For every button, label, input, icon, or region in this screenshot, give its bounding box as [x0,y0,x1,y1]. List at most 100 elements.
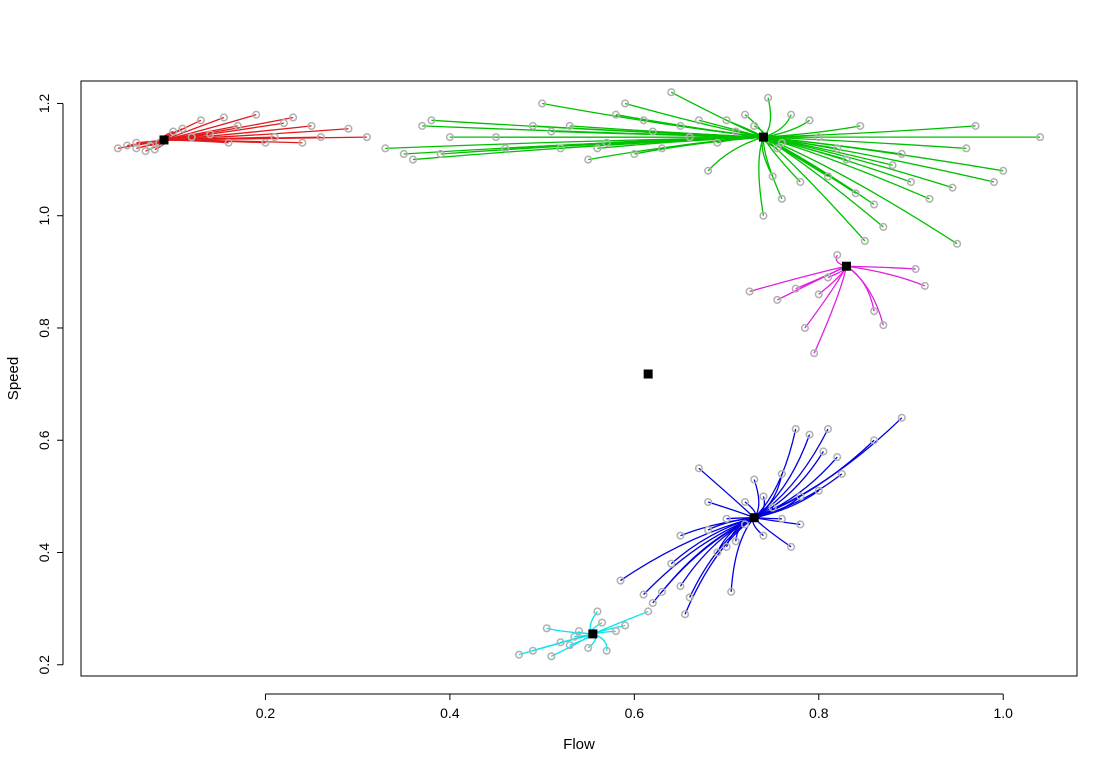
data-point [187,133,196,142]
data-point [574,627,584,636]
data-point [639,590,648,599]
data-point [727,587,736,596]
data-point [233,121,242,130]
tree-branch [813,266,848,354]
data-point [676,582,685,591]
data-point [657,144,667,153]
x-tick-label: 0.6 [625,705,645,721]
tree-branch [163,139,303,144]
data-point [870,307,879,316]
data-point [547,127,556,136]
data-point [833,250,842,260]
data-point [971,121,980,130]
data-point [436,149,445,159]
data-point [639,116,648,125]
data-point [791,284,800,293]
data-point [676,121,685,130]
plot-frame [80,80,1078,677]
data-point [759,531,768,540]
tree-branch [763,136,866,242]
x-tick-label: 1.0 [993,705,1013,721]
data-point [685,593,694,602]
data-point [279,119,288,128]
data-point [999,166,1008,175]
data-point [777,138,786,147]
data-point [791,424,800,434]
y-tick-label: 0.4 [36,543,52,563]
data-point [132,138,141,147]
data-point [740,497,750,507]
data-point [796,520,805,529]
data-point [777,469,786,478]
tree-branch [846,265,884,326]
data-point [740,110,750,119]
cluster-center-marker [159,135,169,145]
data-point [796,492,805,501]
data-point [593,144,602,153]
data-point [621,99,630,108]
data-point [528,646,537,655]
data-point [598,618,607,627]
data-point [491,133,501,142]
data-point [704,166,713,175]
tree-branch [749,265,847,293]
data-point [584,155,593,164]
data-point [823,424,833,434]
data-point [856,121,865,130]
data-point [764,93,773,102]
cluster-center-marker [588,629,598,639]
data-point [408,155,418,164]
data-point [381,144,390,153]
data-point [750,121,759,130]
cluster-center-marker [758,132,768,142]
data-point [833,144,842,153]
x-axis-title: Flow [563,736,595,753]
data-point [252,110,261,119]
data-point [630,149,639,159]
axes-layer: 0.2 0.4 0.6 0.8 1.0 0.2 0.4 0.6 0.8 1.0 1.2 [36,94,1013,721]
data-point [823,273,833,282]
data-point [362,133,371,142]
data-point [289,113,298,122]
data-point [344,124,353,133]
tree-branch [753,428,797,519]
data-point [270,133,279,142]
data-point [602,138,611,147]
data-point [427,116,436,125]
data-point [773,295,782,304]
data-point [745,287,754,296]
tree-branch [763,125,976,138]
data-point [565,641,574,650]
tree-branch [753,451,824,519]
data-point [823,172,833,181]
data-point [731,127,740,136]
data-point [897,149,906,159]
data-point [800,323,809,333]
data-point [740,520,750,529]
tree-branch [763,136,995,183]
y-tick-label: 1.0 [36,206,52,226]
data-point [837,469,846,478]
data-point [219,113,228,122]
tree-branch [763,136,967,150]
data-point [704,526,713,535]
data-point [814,133,823,142]
data-point [870,436,879,445]
cluster-center-marker [643,369,653,379]
data-point [547,652,556,661]
data-point [694,116,703,125]
y-tick-label: 0.8 [36,318,52,338]
data-point [851,189,860,198]
tree-branch [753,417,903,519]
data-point [113,144,122,153]
data-point [565,121,574,130]
data-point [681,610,690,619]
data-point [925,194,934,203]
data-point [316,133,325,142]
data-point [556,638,565,647]
data-point [787,110,796,119]
data-point [644,607,653,616]
data-point [261,138,270,147]
data-point [611,110,620,119]
tree-branch [758,136,765,216]
